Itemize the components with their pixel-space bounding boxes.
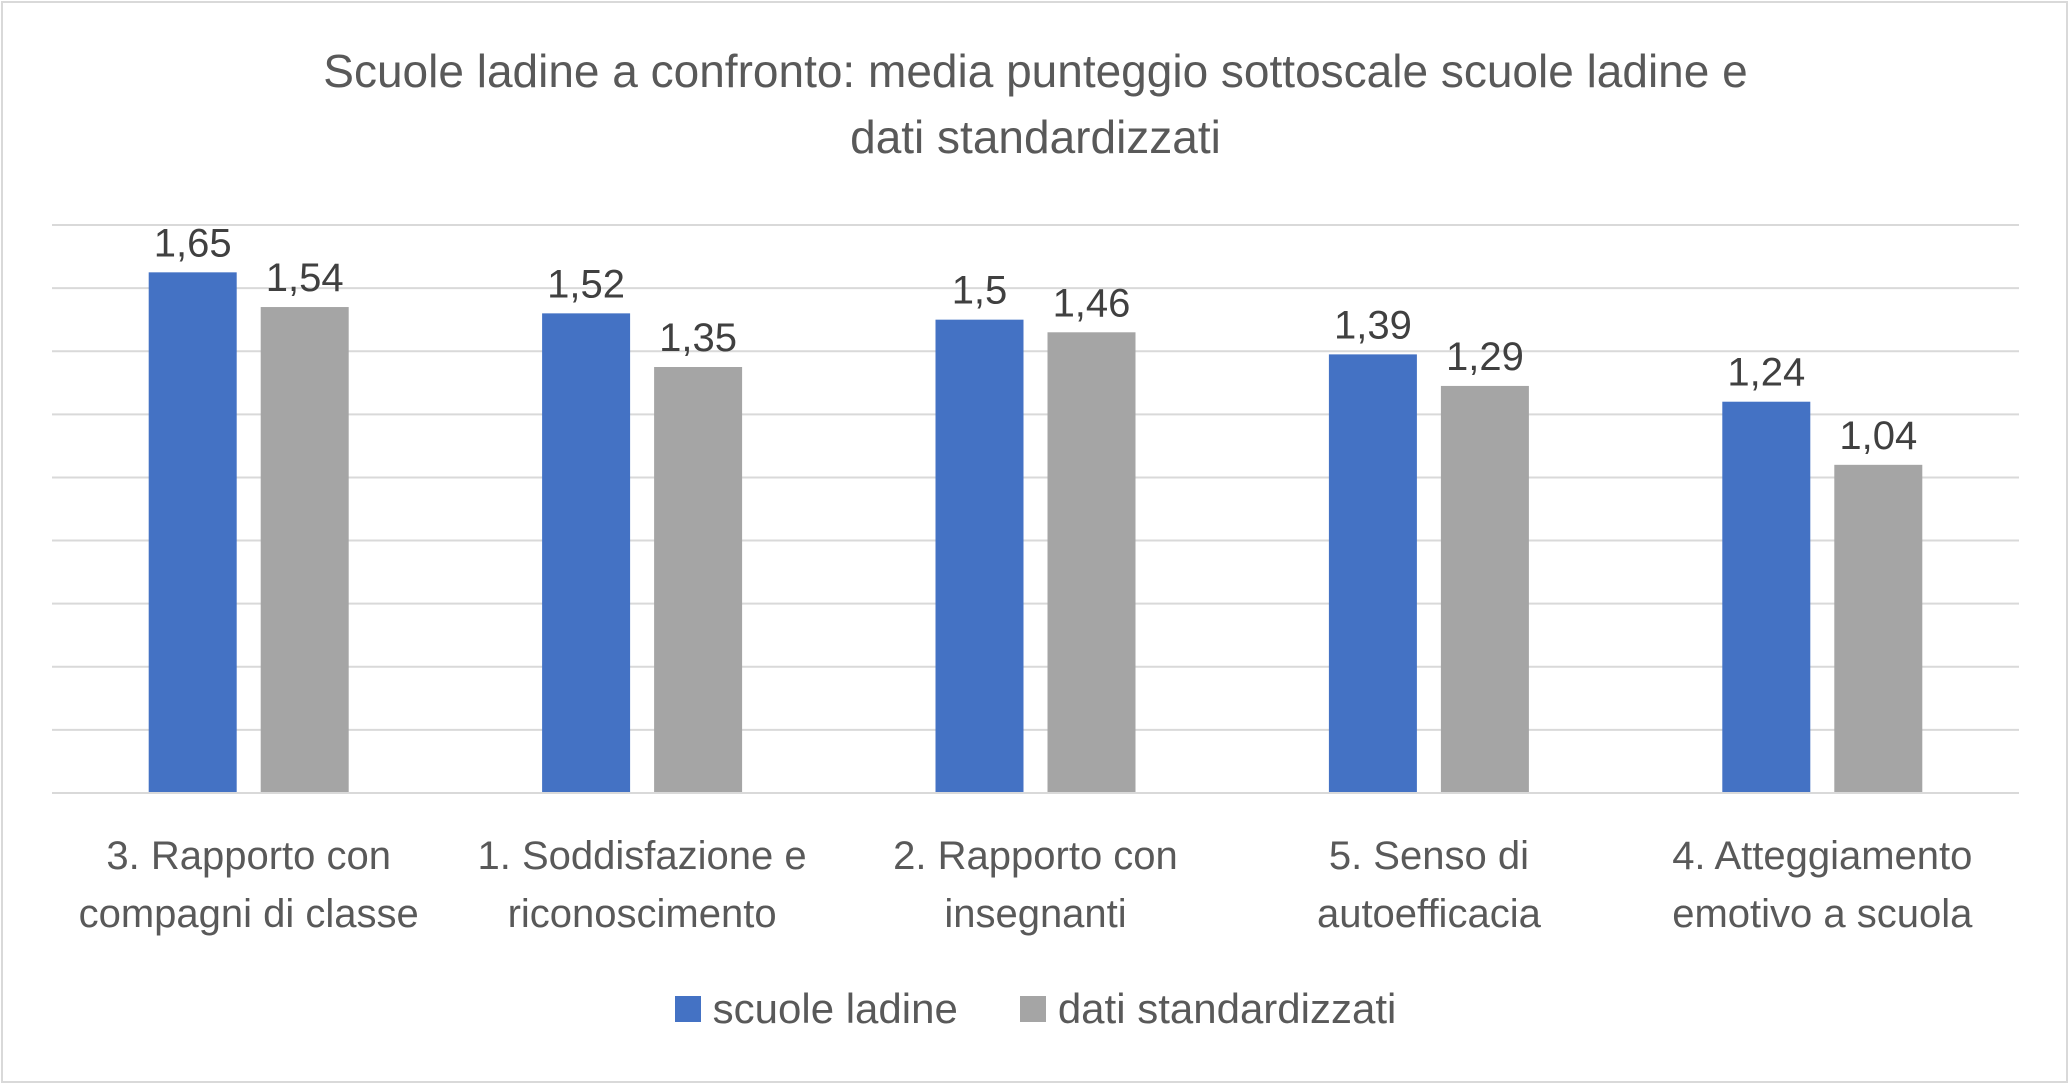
chart-title: Scuole ladine a confronto: media puntegg… — [0, 38, 2071, 170]
bar — [654, 367, 743, 793]
category-label: insegnanti — [944, 892, 1126, 936]
legend-label-dati-standardizzati: dati standardizzati — [1057, 985, 1397, 1032]
category-label: 1. Soddisfazione e — [478, 834, 807, 878]
category-label: 5. Senso di — [1329, 834, 1529, 878]
category-label: compagni di classe — [79, 892, 419, 936]
bar — [542, 313, 631, 793]
legend-label-scuole-ladine: scuole ladine — [712, 985, 958, 1032]
data-label: 1,35 — [659, 316, 737, 360]
data-label: 1,65 — [154, 221, 232, 265]
data-label: 1,54 — [266, 256, 344, 300]
data-label: 1,46 — [1053, 281, 1131, 325]
bar — [1047, 332, 1136, 793]
category-label: emotivo a scuola — [1672, 892, 1973, 936]
legend-item-dati-standardizzati: dati standardizzati — [1019, 985, 1397, 1033]
bar — [1722, 401, 1811, 793]
category-label: autoefficacia — [1317, 892, 1542, 936]
data-label: 1,04 — [1839, 414, 1917, 458]
legend: scuole ladine dati standardizzati — [0, 985, 2071, 1033]
bar — [1440, 385, 1529, 793]
legend-swatch-scuole-ladine — [674, 996, 701, 1022]
category-label: 2. Rapporto con — [893, 834, 1178, 878]
data-label: 1,52 — [547, 262, 625, 306]
legend-swatch-dati-standardizzati — [1019, 996, 1046, 1022]
data-label: 1,5 — [952, 269, 1008, 313]
data-label: 1,39 — [1334, 303, 1412, 347]
bar — [148, 272, 237, 793]
data-label: 1,24 — [1727, 351, 1805, 395]
bar-chart: 1,65 1,54 3. Rapporto con compagni di class… — [52, 221, 2019, 936]
legend-item-scuole-ladine: scuole ladine — [674, 985, 958, 1033]
bar — [935, 319, 1024, 793]
chart-title-line-1: Scuole ladine a confronto: media puntegg… — [323, 45, 1748, 97]
bar — [1834, 464, 1923, 793]
category-label: riconoscimento — [508, 892, 777, 936]
chart-title-line-2: dati standardizzati — [850, 111, 1221, 163]
category-label: 4. Atteggiamento — [1672, 834, 1972, 878]
data-label: 1,29 — [1446, 335, 1524, 379]
category-label: 3. Rapporto con — [106, 834, 391, 878]
bar — [260, 307, 349, 793]
bar — [1328, 354, 1417, 793]
